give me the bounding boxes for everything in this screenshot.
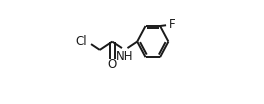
Text: NH: NH bbox=[116, 50, 134, 63]
Text: O: O bbox=[108, 58, 117, 71]
Text: Cl: Cl bbox=[76, 35, 87, 48]
Text: F: F bbox=[168, 18, 175, 31]
